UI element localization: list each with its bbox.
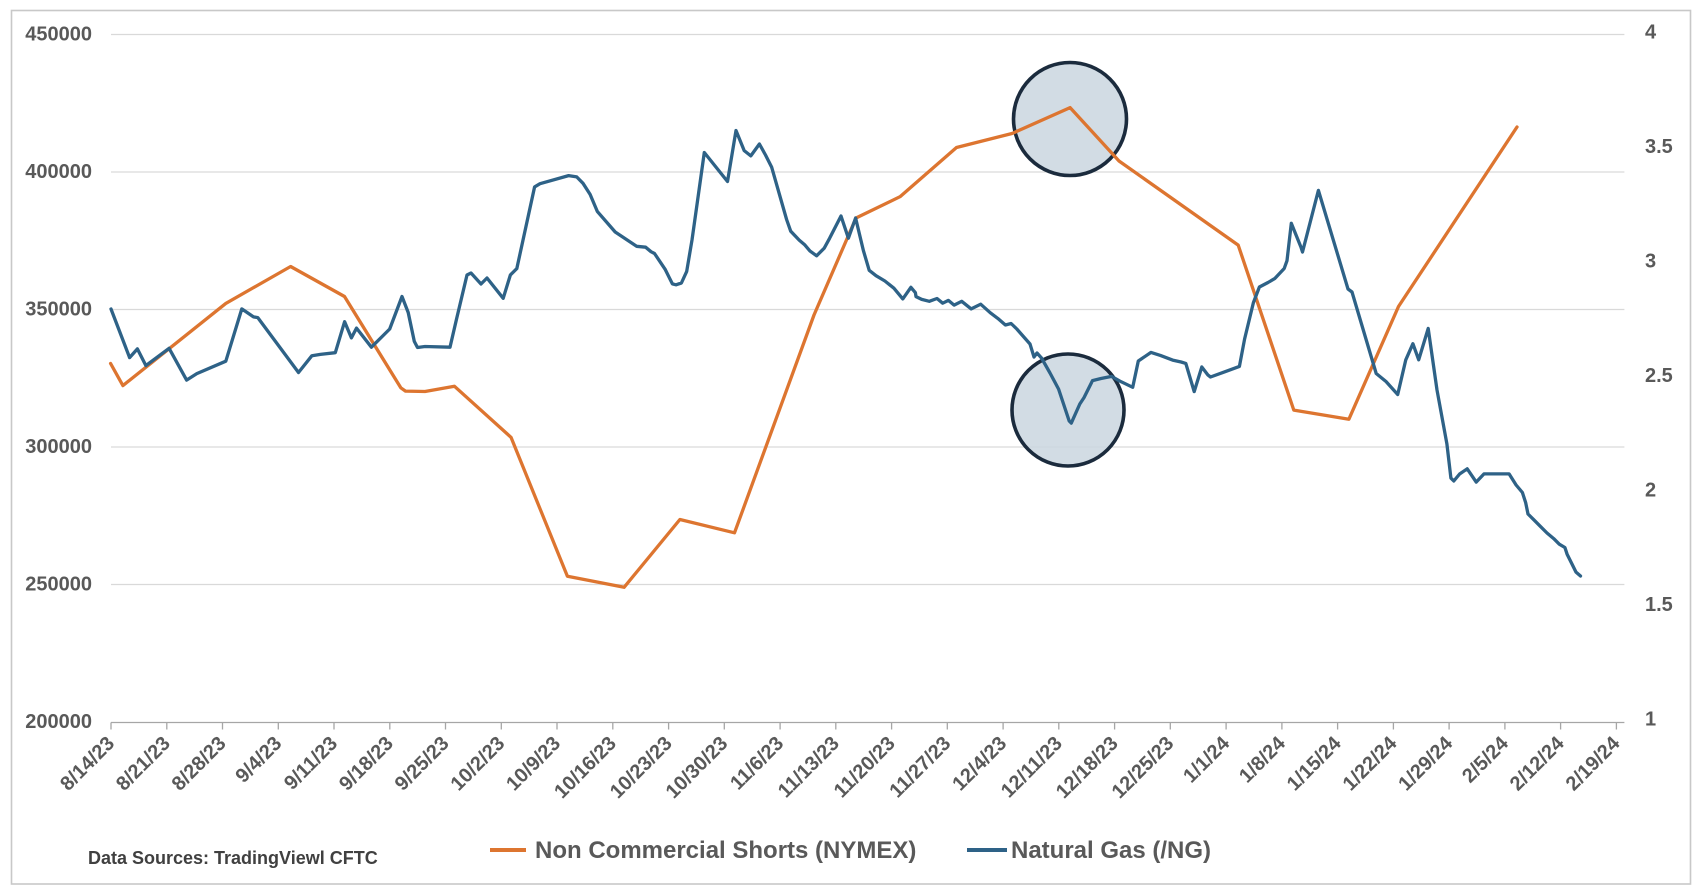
svg-text:3.5: 3.5 [1645, 136, 1673, 158]
svg-text:300000: 300000 [25, 436, 92, 458]
svg-text:4: 4 [1645, 22, 1657, 44]
svg-text:1: 1 [1645, 709, 1656, 731]
svg-text:Non Commercial Shorts (NYMEX): Non Commercial Shorts (NYMEX) [535, 837, 916, 864]
svg-text:200000: 200000 [25, 711, 92, 733]
svg-text:Natural Gas (/NG): Natural Gas (/NG) [1011, 837, 1211, 864]
svg-text:2.5: 2.5 [1645, 365, 1673, 387]
svg-text:3: 3 [1645, 251, 1656, 273]
svg-text:400000: 400000 [25, 161, 92, 183]
svg-text:1.5: 1.5 [1645, 594, 1673, 616]
svg-text:250000: 250000 [25, 574, 92, 596]
svg-text:2: 2 [1645, 480, 1656, 502]
svg-text:350000: 350000 [25, 299, 92, 321]
svg-text:Data Sources: TradingViewl CFT: Data Sources: TradingViewl CFTC [88, 848, 378, 868]
svg-text:450000: 450000 [25, 24, 92, 46]
